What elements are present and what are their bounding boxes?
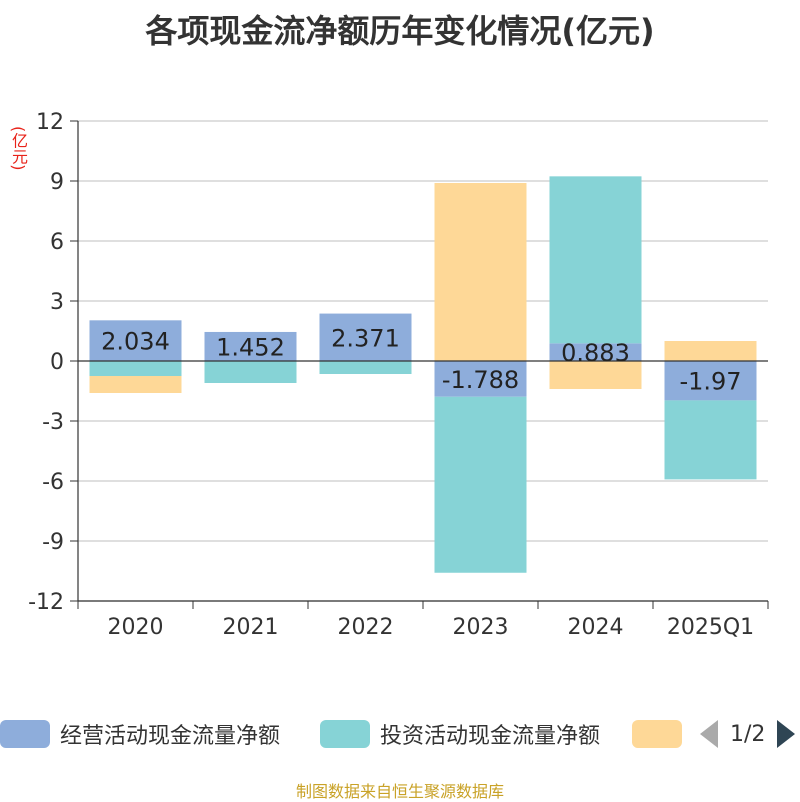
- pager-next-icon[interactable]: [777, 720, 796, 748]
- data-label: 2.034: [101, 328, 170, 356]
- y-tick-label: 9: [50, 170, 64, 195]
- y-tick-label: 0: [50, 350, 64, 375]
- bar-segment[interactable]: [664, 361, 757, 401]
- bar-segment[interactable]: [319, 361, 412, 374]
- bar-segment[interactable]: [204, 331, 297, 361]
- x-tick-label: 2025Q1: [667, 615, 754, 640]
- legend-item-operating[interactable]: 经营活动现金流量净额: [0, 714, 280, 754]
- legend-label-investing: 投资活动现金流量净额: [380, 724, 601, 749]
- bar-segment[interactable]: [549, 361, 642, 389]
- bar-segment[interactable]: [89, 376, 182, 393]
- legend-swatch-investing: [320, 720, 370, 748]
- bar-segment[interactable]: [664, 341, 757, 361]
- bar-segment[interactable]: [434, 183, 527, 361]
- y-tick-label: -3: [42, 410, 64, 435]
- legend-label-operating: 经营活动现金流量净额: [60, 724, 281, 749]
- data-source-note: 制图数据来自恒生聚源数据库: [295, 782, 504, 801]
- bar-segment[interactable]: [434, 396, 527, 573]
- data-label: 2.371: [331, 324, 400, 352]
- y-tick-label: 3: [50, 290, 64, 315]
- data-label: 1.452: [216, 333, 285, 361]
- y-tick-label: -12: [28, 590, 64, 615]
- x-tick-label: 2021: [223, 615, 279, 640]
- legend-swatch-operating: [0, 720, 50, 748]
- pager-prev-icon[interactable]: [700, 720, 718, 748]
- x-tick-label: 2022: [338, 615, 394, 640]
- legend-item-investing[interactable]: 投资活动现金流量净额: [320, 714, 600, 754]
- y-tick-label: -6: [42, 470, 64, 495]
- bar-segment[interactable]: [434, 361, 527, 397]
- legend-swatch-financing: [632, 720, 682, 748]
- legend: 经营活动现金流量净额 投资活动现金流量净额 1/2: [0, 714, 800, 754]
- y-tick-label: -9: [42, 530, 64, 555]
- x-tick-label: 2023: [453, 615, 509, 640]
- legend-item-financing[interactable]: [632, 714, 682, 754]
- bar-segment[interactable]: [89, 361, 182, 376]
- data-label: -1.97: [679, 368, 741, 396]
- bar-segment[interactable]: [89, 320, 182, 361]
- legend-pager: 1/2: [700, 714, 796, 754]
- bar-segment[interactable]: [549, 343, 642, 361]
- y-tick-label: 12: [36, 110, 64, 135]
- x-tick-label: 2020: [108, 615, 164, 640]
- bar-segment[interactable]: [664, 400, 757, 480]
- y-axis-unit: (亿元): [9, 125, 28, 171]
- bar-segment[interactable]: [319, 313, 412, 361]
- legend-page-indicator: 1/2: [730, 721, 766, 747]
- chart-title: 各项现金流净额历年变化情况(亿元): [145, 12, 655, 50]
- x-tick-label: 2024: [568, 615, 624, 640]
- data-label: 0.883: [561, 339, 630, 367]
- bar-segment[interactable]: [204, 361, 297, 383]
- bar-segment[interactable]: [549, 176, 642, 344]
- y-tick-label: 6: [50, 230, 64, 255]
- data-label: -1.788: [442, 366, 519, 394]
